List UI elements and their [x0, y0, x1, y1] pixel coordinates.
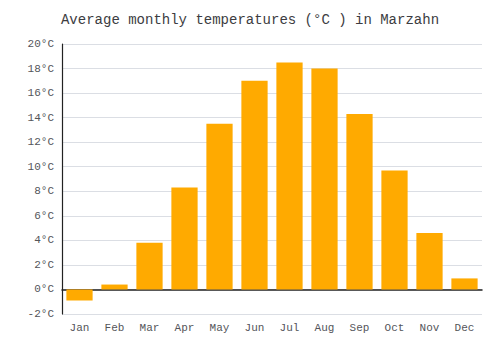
svg-text:2°C: 2°C	[34, 259, 54, 271]
svg-text:-2°C: -2°C	[28, 308, 55, 320]
svg-text:Aug: Aug	[315, 322, 335, 334]
svg-text:Apr: Apr	[175, 322, 195, 334]
svg-text:6°C: 6°C	[34, 210, 54, 222]
svg-text:Jun: Jun	[245, 322, 265, 334]
svg-text:Jan: Jan	[70, 322, 90, 334]
svg-text:20°C: 20°C	[28, 38, 55, 50]
svg-text:Oct: Oct	[385, 322, 405, 334]
svg-text:0°C: 0°C	[34, 283, 54, 295]
svg-text:8°C: 8°C	[34, 185, 54, 197]
svg-text:10°C: 10°C	[28, 161, 55, 173]
svg-text:12°C: 12°C	[28, 136, 55, 148]
svg-text:Mar: Mar	[140, 322, 160, 334]
svg-text:16°C: 16°C	[28, 87, 55, 99]
svg-text:18°C: 18°C	[28, 63, 55, 75]
svg-text:14°C: 14°C	[28, 112, 55, 124]
svg-text:Dec: Dec	[455, 322, 475, 334]
svg-text:May: May	[210, 322, 230, 334]
svg-text:Sep: Sep	[350, 322, 370, 334]
svg-text:Average monthly temperatures (: Average monthly temperatures (°C ) in Ma…	[61, 12, 439, 28]
svg-text:Feb: Feb	[105, 322, 125, 334]
svg-text:Jul: Jul	[280, 322, 300, 334]
svg-text:Nov: Nov	[420, 322, 440, 334]
svg-text:4°C: 4°C	[34, 234, 54, 246]
